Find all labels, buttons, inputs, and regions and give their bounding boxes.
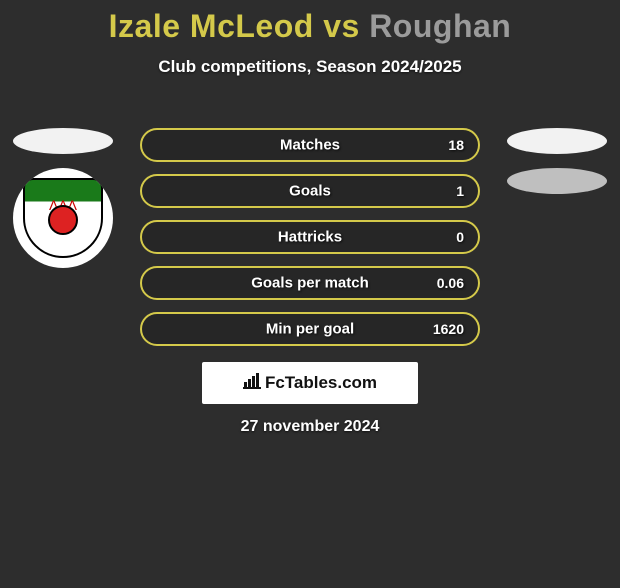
page-title: Izale McLeod vs Roughan	[0, 8, 620, 45]
player1-badge-area: ɅɅɅ	[8, 128, 118, 278]
crest-ball-icon	[48, 205, 78, 235]
stat-label: Min per goal	[266, 321, 354, 338]
stat-row: Goals per match 0.06	[140, 266, 480, 300]
stat-label: Goals	[289, 183, 331, 200]
stat-label: Goals per match	[251, 275, 369, 292]
player2-badge-area	[502, 128, 612, 208]
player1-crest: ɅɅɅ	[13, 168, 113, 278]
player2-pill-1	[507, 128, 607, 154]
attribution-text: FcTables.com	[265, 373, 377, 393]
chart-icon	[243, 373, 261, 394]
stat-row: Hattricks 0	[140, 220, 480, 254]
stat-row: Goals 1	[140, 174, 480, 208]
stats-container: Matches 18 Goals 1 Hattricks 0 Goals per match…	[140, 128, 480, 358]
stat-row: Min per goal 1620	[140, 312, 480, 346]
stat-value-right: 0.06	[437, 275, 464, 291]
subtitle: Club competitions, Season 2024/2025	[0, 57, 620, 77]
stat-value-right: 1620	[433, 321, 464, 337]
player2-pill-2	[507, 168, 607, 194]
crest-shield: ɅɅɅ	[23, 178, 103, 258]
date-label: 27 november 2024	[241, 418, 380, 436]
stat-label: Matches	[280, 137, 340, 154]
title-player1: Izale McLeod vs Roughan	[109, 8, 512, 44]
stat-value-right: 1	[456, 183, 464, 199]
stat-label: Hattricks	[278, 229, 342, 246]
stat-value-right: 0	[456, 229, 464, 245]
stat-value-right: 18	[448, 137, 464, 153]
stat-row: Matches 18	[140, 128, 480, 162]
crest-circle: ɅɅɅ	[13, 168, 113, 268]
player1-pill	[13, 128, 113, 154]
attribution-badge: FcTables.com	[202, 362, 418, 404]
